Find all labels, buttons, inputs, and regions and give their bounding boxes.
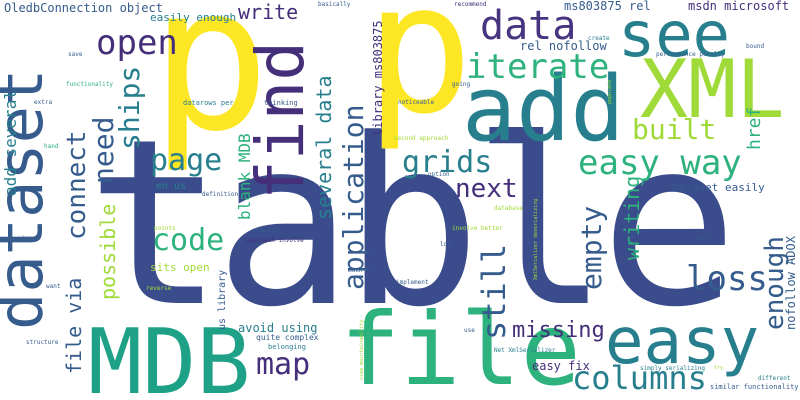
word-mdb: MDB — [88, 310, 251, 400]
word-possible: possible — [96, 203, 120, 300]
word-quite-complex: quite complex — [256, 333, 319, 342]
word-columns: columns — [572, 359, 707, 397]
word-second-approach: second approach — [394, 135, 449, 142]
word-ms803875-rel: ms803875 rel — [564, 0, 651, 13]
word-application: application — [337, 104, 370, 290]
word-structure: structure — [26, 339, 59, 346]
word-much: much — [348, 267, 363, 274]
word-different: different — [758, 375, 791, 382]
word-using: using — [14, 235, 33, 242]
word-easy-fix: easy fix — [532, 359, 590, 373]
word-involve-better: involve better — [452, 225, 503, 232]
word-data: data — [480, 3, 577, 49]
word-grids: grids — [402, 145, 493, 180]
word-bound: bound — [746, 43, 765, 50]
word-easy-way: easy way — [578, 143, 742, 183]
word-code: code — [152, 223, 225, 258]
word-lot: lot — [440, 241, 451, 248]
word-implement: implement — [396, 279, 429, 286]
word-writing: writing — [620, 175, 644, 260]
word-msdn-microsoft: msdn microsoft — [688, 0, 790, 13]
word-loss: loss — [686, 259, 768, 299]
word-iterate: iterate — [466, 47, 610, 87]
word-snapshot: snapshot — [252, 227, 281, 234]
word-will: will — [698, 235, 713, 242]
word-going: going — [452, 81, 471, 88]
word-href: href — [744, 106, 765, 150]
word-page: page — [150, 143, 223, 178]
word-ships: ships — [113, 65, 146, 150]
word-extra: extra — [34, 99, 53, 106]
word-open: open — [96, 23, 178, 63]
word-nofollow-adox: nofollow ADOX — [784, 236, 798, 330]
word-functionality: functionality — [66, 81, 113, 88]
word-table: table — [86, 91, 738, 358]
word-next: next — [455, 174, 518, 204]
word-easy: easy — [605, 305, 760, 379]
word-file: file — [340, 291, 581, 400]
word-view-maintainability: view maintainability — [359, 319, 365, 380]
word-similar-functionality: similar functionality — [710, 383, 799, 391]
word-option: option — [428, 171, 450, 178]
word-want: want — [46, 283, 61, 290]
word-en-us: en us — [156, 181, 187, 192]
word-us-library: us library — [217, 269, 228, 330]
word-database: database — [494, 205, 523, 212]
word-use: use — [464, 327, 475, 334]
word-save: save — [68, 51, 83, 58]
word-sits-open: sits open — [150, 261, 210, 274]
word-create: create — [588, 35, 610, 42]
word-xmlserializer-deserializing: XmlSerializer deserializing — [533, 198, 539, 280]
word-definition: definition — [202, 191, 239, 198]
word-xml: XML — [640, 43, 785, 136]
word-thinking: thinking — [264, 99, 298, 107]
word-p-right: p — [365, 0, 474, 154]
word-add: add — [462, 57, 625, 162]
word-several-data: several data — [312, 75, 336, 221]
word-basically: basically — [318, 1, 351, 8]
word-simply-serializing: simply serializing — [640, 365, 706, 372]
word-try: try — [714, 365, 724, 371]
word-points: points — [154, 225, 176, 232]
word-blank-mdb: blank MDB — [235, 133, 254, 220]
word-oledbconnection: OledbConnection object — [4, 1, 163, 15]
word-approach-involve: approach involve — [246, 237, 304, 244]
word-empty: empty — [575, 205, 608, 290]
word-populate: populate — [607, 79, 613, 104]
word-still: still — [475, 243, 513, 340]
word-reverse: reverse — [146, 285, 172, 292]
word-p-left: p — [150, 0, 271, 176]
word-dataset-easily: dataset easily — [672, 181, 765, 194]
word-add-several: add several — [1, 90, 20, 196]
word-net-xmlserializer: Net XmlSerializer — [494, 347, 556, 354]
word-noticeable: noticeable — [398, 99, 435, 106]
word-rel-nofollow: rel nofollow — [520, 39, 607, 53]
word-map: map — [256, 347, 311, 382]
word-performance-penalty: performance penalty — [656, 51, 725, 58]
word-file-via: file via — [62, 277, 86, 374]
word-hand: hand — [44, 143, 59, 150]
word-connect: connect — [62, 130, 92, 240]
word-library-ms803875: library ms803875 — [371, 20, 385, 136]
word-avoid-using: avoid using — [238, 321, 318, 335]
word-see: see — [618, 0, 730, 71]
word-belonging: belonging — [268, 343, 306, 351]
word-datarows-per: datarows per — [183, 99, 234, 107]
word-recommend: recommend — [454, 1, 487, 8]
word-easily-enough: easily enough — [150, 11, 237, 24]
word-find: find — [242, 41, 319, 200]
word-missing: missing — [512, 318, 605, 343]
word-built: built — [632, 113, 717, 146]
word-write: write — [238, 0, 299, 24]
